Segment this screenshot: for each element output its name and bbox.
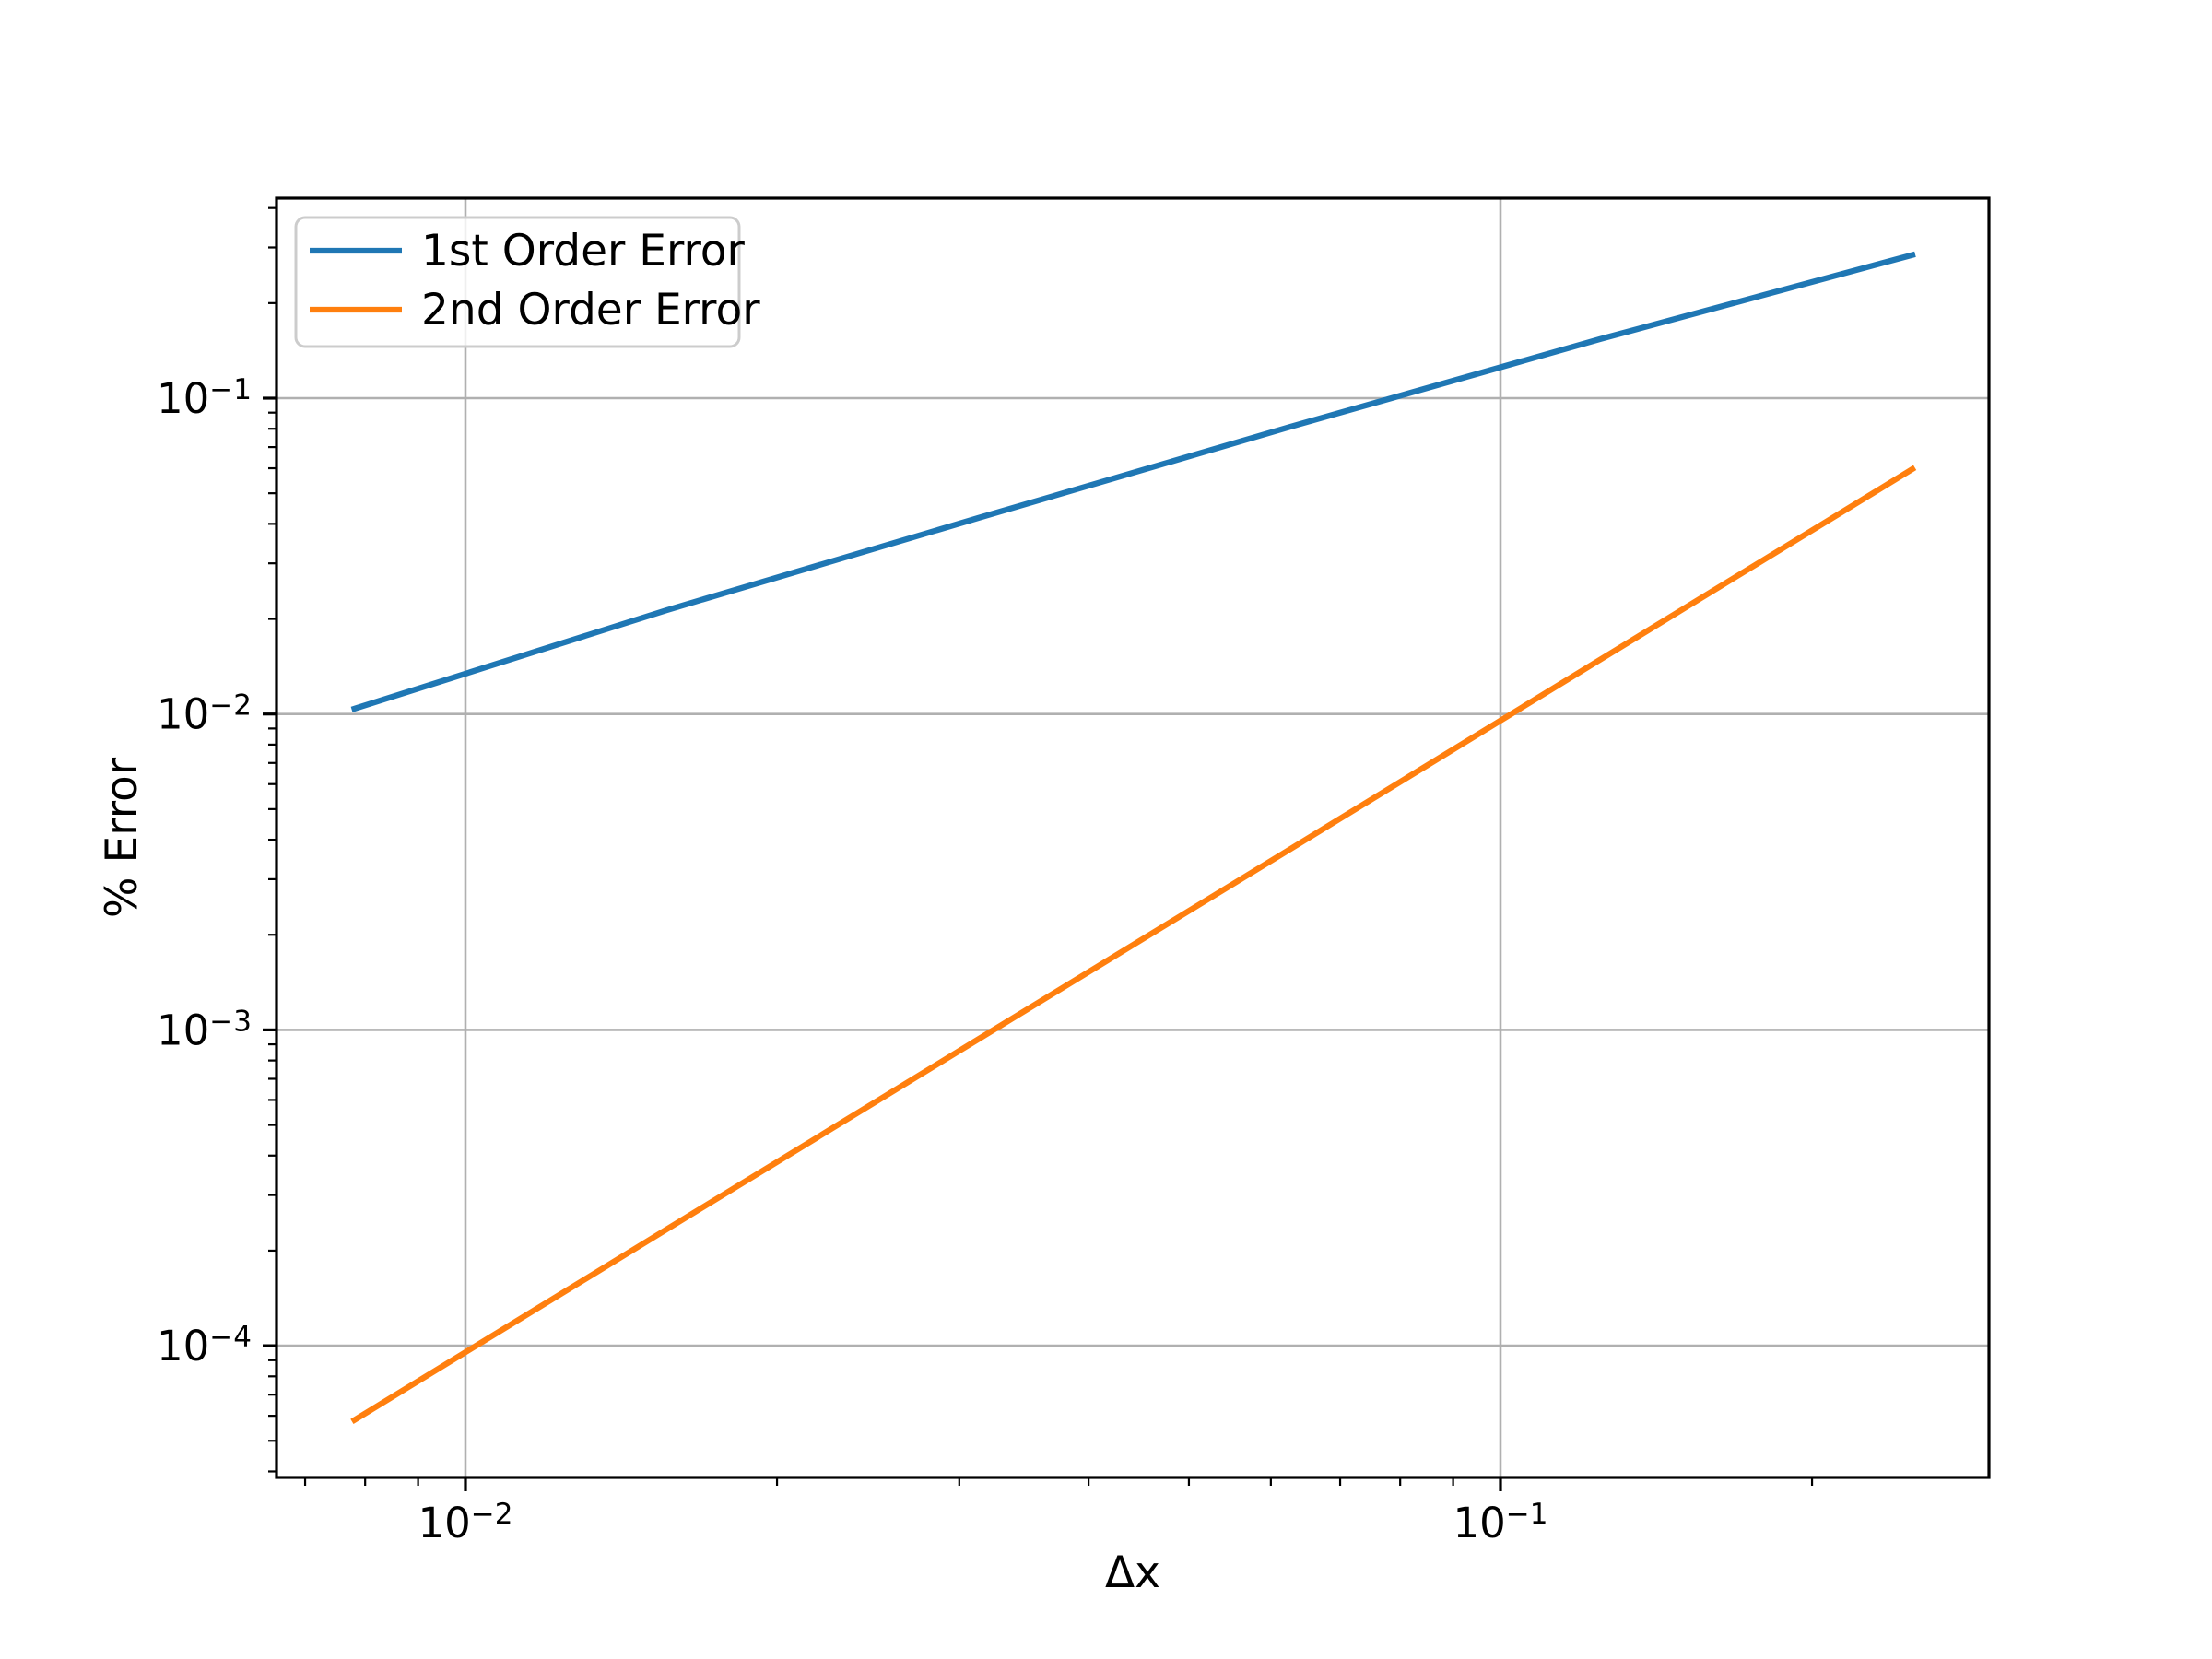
- legend-label: 2nd Order Error: [421, 285, 760, 335]
- y-tick-label: 10−1: [157, 373, 252, 423]
- tick-labels: 10−2 10−1 10−1 10−2 10−3 10−4: [157, 373, 1547, 1547]
- plot-border: [275, 196, 1991, 1479]
- gridlines: [276, 198, 1989, 1477]
- x-tick-label: 10−1: [1453, 1498, 1548, 1547]
- series-line-2nd-order-error: [350, 465, 1917, 1425]
- legend: 1st Order Error 2nd Order Error: [294, 216, 760, 348]
- axes-frame: [275, 196, 1991, 1479]
- y-tick-label: 10−3: [157, 1005, 252, 1054]
- x-tick-label: 10−2: [418, 1498, 513, 1547]
- y-tick-label: 10−4: [157, 1321, 252, 1371]
- legend-label: 1st Order Error: [421, 226, 746, 276]
- series-line-1st-order-error: [350, 251, 1916, 712]
- legend-box: [294, 216, 741, 348]
- x-axis-label: Δx: [1105, 1547, 1160, 1598]
- y-axis-label: % Error: [97, 757, 147, 918]
- data-series: [350, 251, 1917, 1425]
- axis-ticks: [263, 206, 1814, 1491]
- y-tick-label: 10−2: [157, 689, 252, 739]
